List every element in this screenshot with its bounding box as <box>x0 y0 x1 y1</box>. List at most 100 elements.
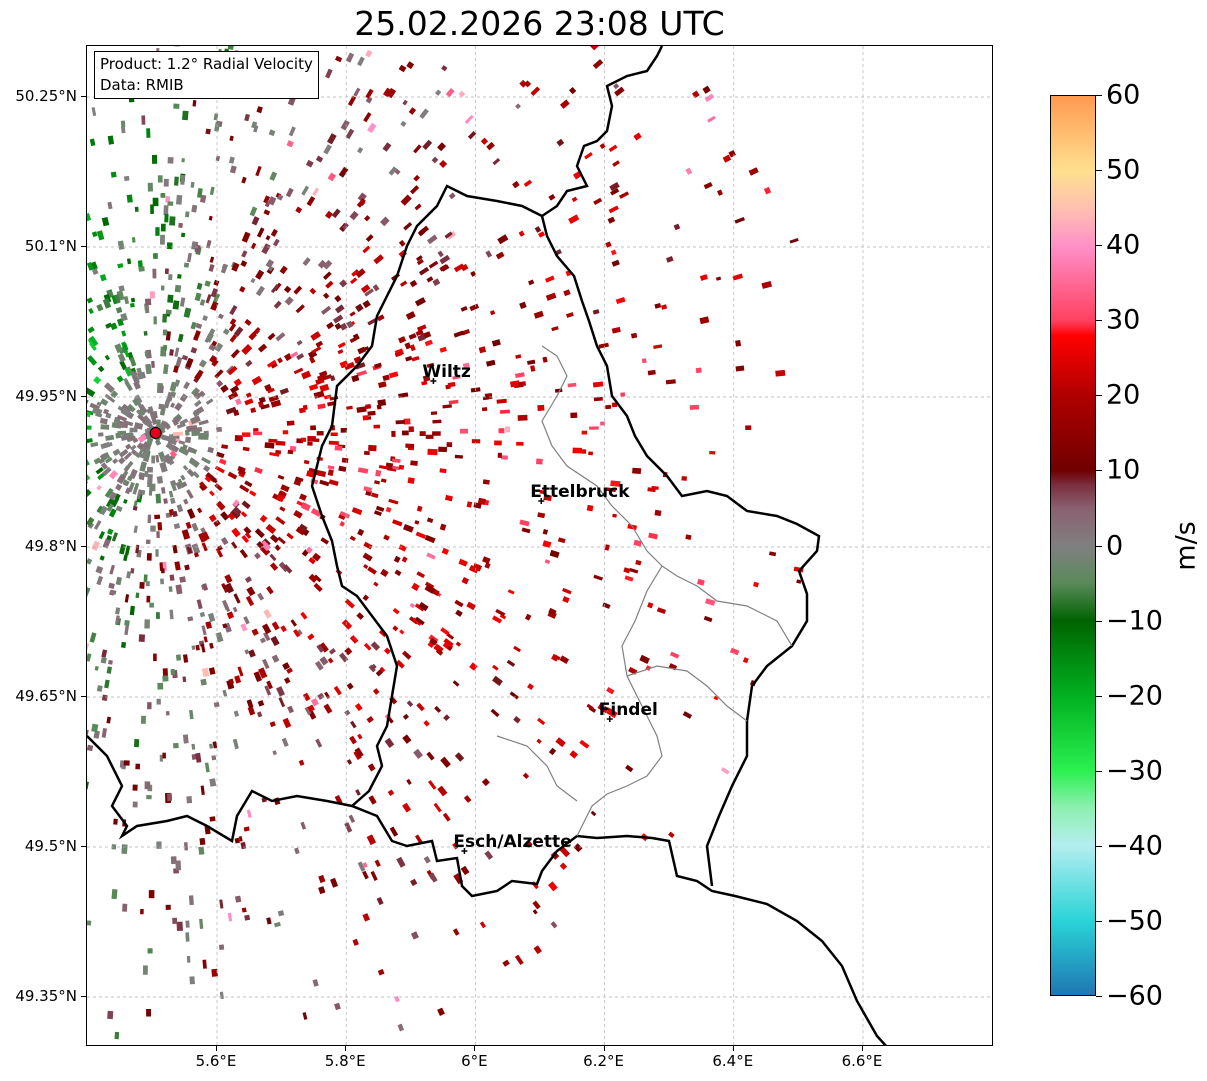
echo-gate <box>242 446 250 452</box>
echo-gate <box>112 458 119 465</box>
echo-gate <box>229 318 237 326</box>
echo-gate <box>432 431 441 436</box>
echo-gate <box>612 513 617 518</box>
echo-gate <box>176 921 183 932</box>
echo-gate <box>178 222 183 228</box>
echo-gate <box>115 483 123 491</box>
echo-gate <box>288 126 296 137</box>
echo-gate <box>244 398 254 406</box>
echo-gate <box>295 206 303 214</box>
colorbar-unit: m/s <box>1170 521 1202 571</box>
echo-gate <box>437 785 448 797</box>
echo-gate <box>515 372 525 378</box>
echo-gate <box>197 188 203 198</box>
echo-gate <box>699 274 708 281</box>
echo-gate <box>232 606 238 613</box>
echo-gate <box>452 842 459 850</box>
echo-gate <box>284 353 293 362</box>
echo-gate <box>498 428 505 434</box>
echo-gate <box>183 262 190 268</box>
echo-gate <box>569 750 578 759</box>
echo-gate <box>147 406 155 417</box>
echo-gate <box>303 459 310 465</box>
echo-gate <box>462 362 470 369</box>
echo-gate <box>191 448 198 455</box>
echo-gate <box>120 641 127 648</box>
echo-gate <box>274 921 281 928</box>
echo-gate <box>107 135 115 145</box>
echo-gate <box>319 383 330 393</box>
colorbar-tick-label: 40 <box>1106 229 1141 261</box>
echo-gate <box>255 285 266 297</box>
echo-gate <box>345 52 355 63</box>
echo-gate <box>175 860 182 871</box>
echo-gate <box>276 494 285 503</box>
echo-gate <box>222 623 228 629</box>
echo-gate <box>444 231 453 239</box>
echo-gate <box>163 364 169 375</box>
echo-gate <box>282 430 289 435</box>
echo-gate <box>513 716 521 724</box>
echo-gate <box>368 795 377 805</box>
echo-gate <box>198 359 207 368</box>
echo-gate <box>163 498 168 504</box>
echo-gate <box>689 404 700 410</box>
echo-gate <box>735 365 745 372</box>
echo-gate <box>715 276 722 281</box>
echo-gate <box>399 629 405 635</box>
echo-gate <box>253 428 259 432</box>
echo-gate <box>545 275 555 283</box>
echo-gate <box>199 484 206 492</box>
lat-tick <box>81 996 86 997</box>
echo-gate <box>160 223 166 232</box>
echo-gate <box>126 194 133 203</box>
echo-gate <box>454 454 463 459</box>
echo-gate <box>668 831 675 839</box>
echo-gate <box>434 89 442 96</box>
echo-gate <box>287 705 295 714</box>
echo-gate <box>300 611 308 620</box>
echo-gate <box>267 196 277 206</box>
echo-gate <box>246 699 254 708</box>
echo-gate <box>452 928 460 936</box>
echo-gate <box>482 556 491 564</box>
echo-gate <box>96 685 103 692</box>
echo-gate <box>466 501 473 508</box>
echo-gate <box>305 546 313 554</box>
echo-gate <box>203 636 208 643</box>
echo-gate <box>187 252 192 263</box>
echo-gate <box>201 456 211 465</box>
echo-gate <box>392 465 401 471</box>
echo-gate <box>93 457 102 465</box>
echo-gate <box>155 549 159 557</box>
echo-gate <box>163 178 169 187</box>
echo-gate <box>234 435 243 442</box>
echo-gate <box>284 296 294 306</box>
echo-gate <box>542 540 552 548</box>
echo-gate <box>454 599 464 608</box>
echo-gate <box>277 536 286 545</box>
echo-gate <box>335 55 343 63</box>
echo-gate <box>443 714 450 722</box>
echo-gate <box>414 616 425 626</box>
echo-gate <box>796 579 802 584</box>
echo-gate <box>194 369 204 381</box>
echo-gate <box>562 596 570 604</box>
echo-gate <box>373 510 382 517</box>
echo-gate <box>368 444 377 452</box>
echo-gate <box>290 619 298 627</box>
echo-gate <box>357 861 366 872</box>
echo-gate <box>489 310 496 316</box>
echo-gate <box>204 476 212 483</box>
echo-gate <box>611 326 621 334</box>
echo-gate <box>160 234 165 245</box>
echo-gate <box>325 210 333 219</box>
colorbar-tick <box>1096 770 1102 772</box>
echo-gate <box>400 280 408 287</box>
echo-gate <box>414 297 426 307</box>
echo-gate <box>548 193 556 201</box>
echo-gate <box>347 95 357 107</box>
echo-gate <box>161 285 165 291</box>
echo-gate <box>604 544 610 551</box>
echo-gate <box>357 528 365 536</box>
